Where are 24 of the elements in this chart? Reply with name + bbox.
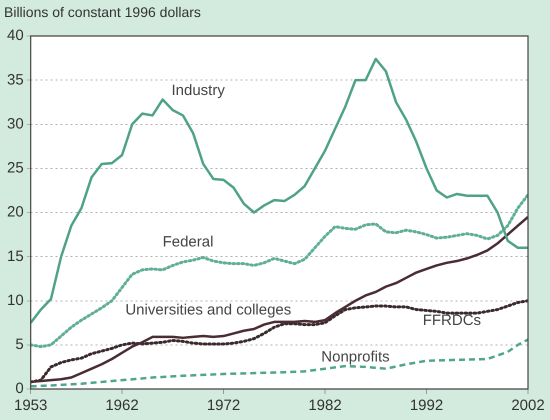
y-tick-label: 10 [6, 292, 24, 309]
y-tick-label: 40 [6, 27, 24, 44]
x-tick-label: 2002 [511, 397, 545, 414]
series-label: Nonprofits [321, 348, 390, 366]
line-series [30, 299, 528, 384]
line-series [30, 338, 528, 388]
series-label: Federal [162, 234, 214, 251]
y-tick-label: 25 [6, 160, 24, 177]
y-tick-label: 30 [6, 115, 24, 132]
y-tick-label: 15 [6, 248, 24, 265]
x-tick-label: 1992 [410, 397, 444, 414]
line-series [30, 193, 528, 348]
series-label: Industry [171, 82, 226, 99]
x-tick-label: 1962 [105, 397, 139, 414]
y-tick-label: 35 [6, 71, 24, 88]
y-tick-label: 5 [15, 336, 24, 354]
y-tick-label: 0 [15, 380, 24, 398]
x-tick-label: 1953 [14, 397, 48, 414]
series-label: Universities and colleges [125, 302, 292, 319]
series-label: FFRDCs [422, 312, 482, 330]
y-axis-title: Billions of constant 1996 dollars [4, 4, 201, 20]
x-tick-label: 1972 [206, 397, 240, 414]
x-tick-label: 1982 [308, 397, 342, 414]
y-tick-label: 20 [6, 204, 24, 221]
